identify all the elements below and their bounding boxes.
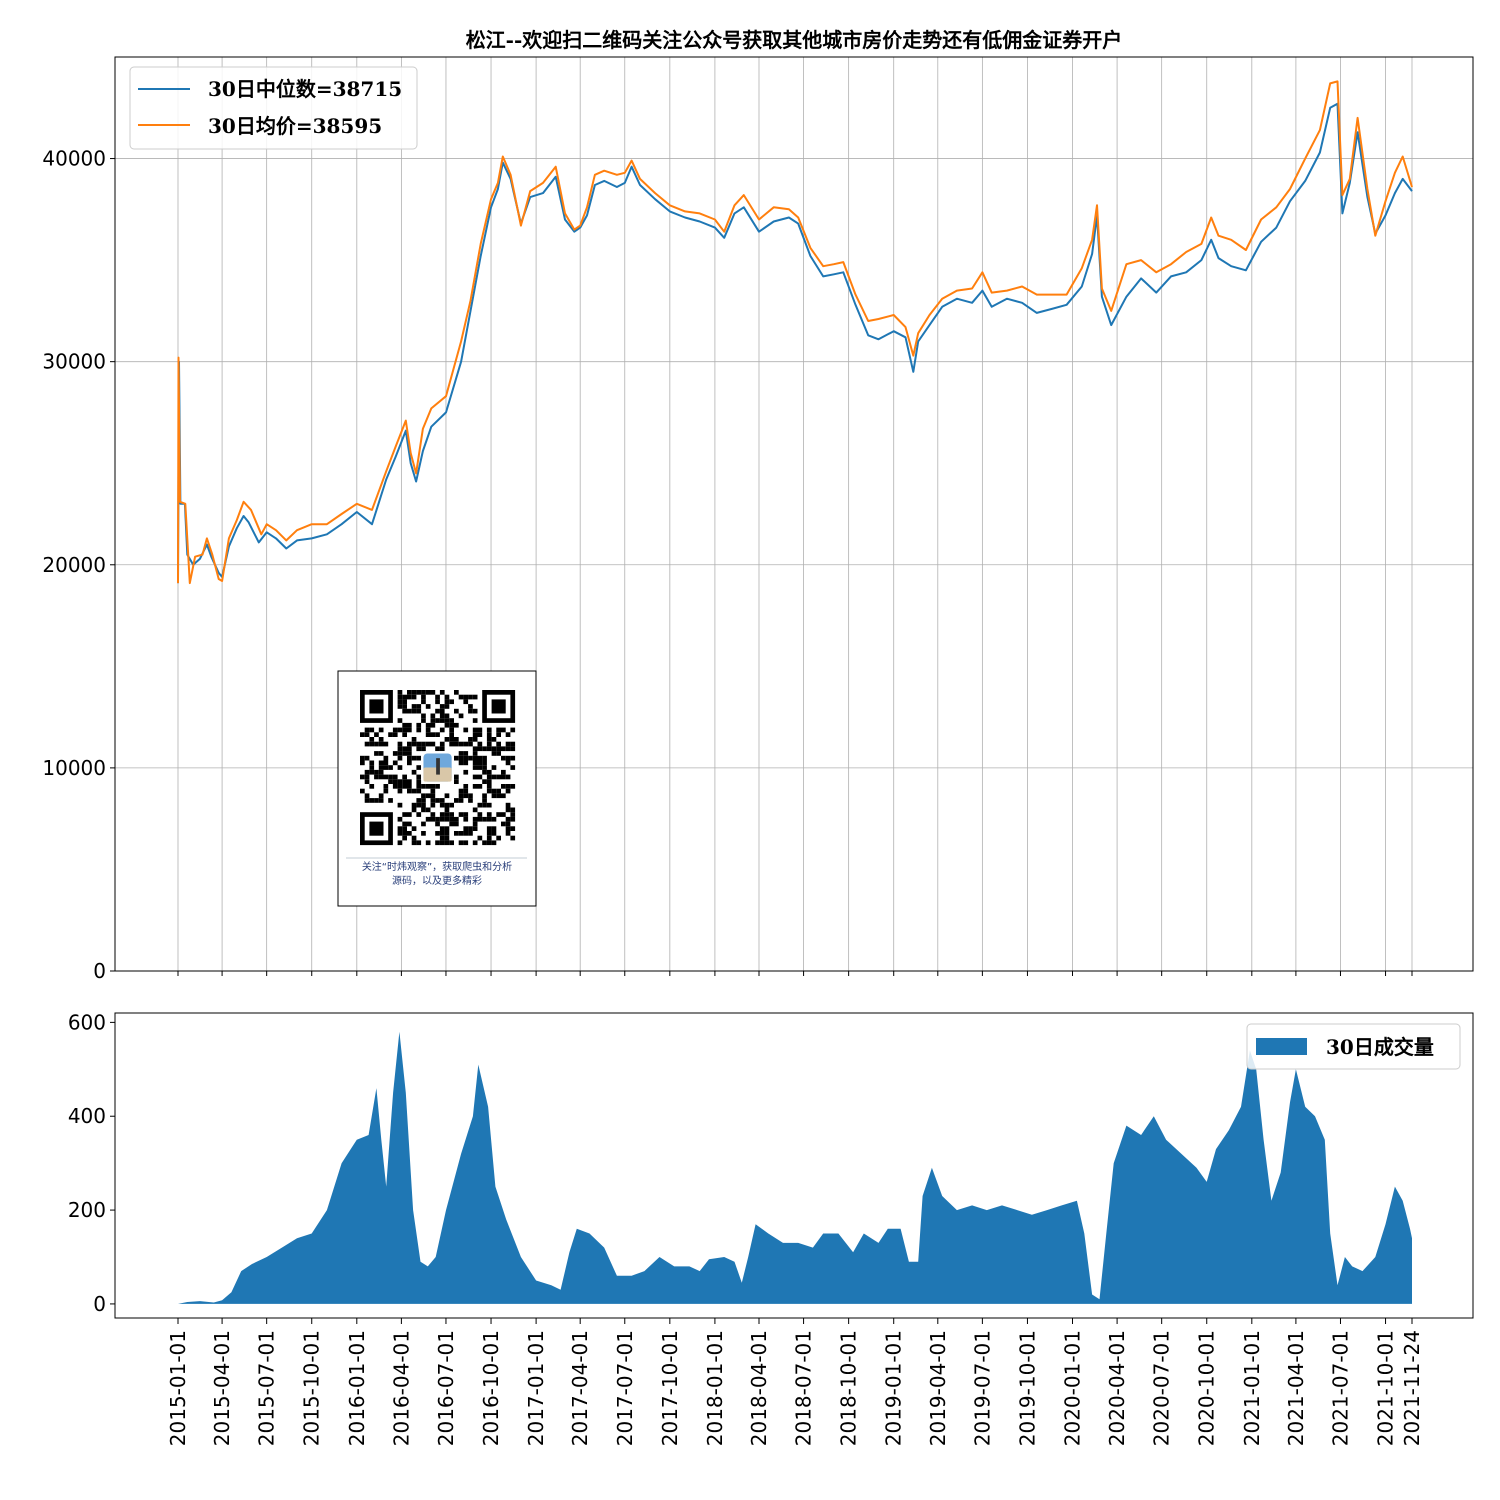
volume-x-tick-label: 2019-07-01 [970, 1330, 994, 1446]
price-y-tick-label: 0 [93, 959, 106, 983]
volume-plot-frame [114, 1012, 1474, 1319]
volume-x-tick-label: 2016-10-01 [479, 1330, 503, 1446]
legend-label-volume: 30日成交量 [1326, 1035, 1434, 1059]
volume-x-tick-label: 2017-10-01 [658, 1330, 682, 1446]
volume-x-tick-label: 2020-01-01 [1061, 1330, 1085, 1446]
qr-code-icon [360, 690, 516, 846]
volume-x-tick-label: 2018-10-01 [837, 1330, 861, 1446]
volume-x-tick-label: 2021-10-01 [1374, 1330, 1398, 1446]
volume-x-tick-label: 2020-04-01 [1105, 1330, 1129, 1446]
volume-x-tick-label: 2020-10-01 [1195, 1330, 1219, 1446]
volume-x-tick-label: 2019-01-01 [882, 1330, 906, 1446]
qr-caption-line2: 源码，以及更多精彩 [392, 874, 482, 887]
volume-y-tick-label: 200 [68, 1198, 106, 1222]
volume-x-tick-label: 2020-07-01 [1150, 1330, 1174, 1446]
volume-area-fill [178, 1031, 1412, 1304]
volume-x-tick-label: 2015-07-01 [255, 1330, 279, 1446]
volume-x-tick-label: 2021-01-01 [1240, 1330, 1264, 1446]
volume-y-tick-label: 600 [68, 1010, 106, 1034]
volume-x-tick-label: 2015-10-01 [300, 1330, 324, 1446]
volume-x-tick-label: 2018-04-01 [747, 1330, 771, 1446]
volume-x-tick-label: 2016-07-01 [434, 1330, 458, 1446]
legend-label-median: 30日中位数=38715 [208, 77, 402, 101]
volume-x-tick-label: 2017-04-01 [568, 1330, 592, 1446]
volume-area [178, 1031, 1412, 1304]
qr-caption-line1: 关注“时炜观察”，获取爬虫和分析 [362, 860, 512, 873]
volume-x-tick-label: 2021-11-24 [1400, 1330, 1424, 1446]
volume-x-tick-label: 2016-01-01 [345, 1330, 369, 1446]
volume-x-tick-label: 2016-04-01 [389, 1330, 413, 1446]
volume-x-axis: 2015-01-01 2015-04-01 2015-07-01 2015-10-01… [166, 1318, 1424, 1446]
average-price-line [177, 80, 1413, 585]
volume-y-tick-label: 0 [93, 1292, 106, 1316]
volume-legend: 30日成交量 [1246, 1023, 1461, 1070]
price-lines [177, 80, 1413, 585]
legend-patch-volume [1256, 1038, 1307, 1055]
qr-code-box: 关注“时炜观察”，获取爬虫和分析 源码，以及更多精彩 [337, 670, 537, 907]
volume-y-axis: 0 200 400 600 [68, 1010, 115, 1316]
price-grid [115, 57, 1473, 972]
price-chart: 松江--欢迎扫二维码关注公众号获取其他城市房价走势还有低佣金证券开户 0 1000… [42, 28, 1474, 983]
price-plot-frame [114, 56, 1474, 972]
price-legend: 30日中位数=38715 30日均价=38595 [129, 66, 418, 150]
volume-x-tick-label: 2017-01-01 [524, 1330, 548, 1446]
price-y-tick-label: 30000 [42, 350, 106, 374]
volume-x-tick-label: 2015-01-01 [166, 1330, 190, 1446]
median-price-line [177, 102, 1413, 584]
volume-y-tick-label: 400 [68, 1104, 106, 1128]
volume-x-tick-label: 2018-01-01 [703, 1330, 727, 1446]
volume-x-tick-label: 2017-07-01 [613, 1330, 637, 1446]
volume-x-tick-label: 2018-07-01 [792, 1330, 816, 1446]
volume-x-tick-label: 2021-07-01 [1328, 1330, 1352, 1446]
price-y-axis: 0 10000 20000 30000 40000 [42, 147, 115, 983]
volume-x-tick-label: 2021-04-01 [1284, 1330, 1308, 1446]
volume-x-tick-label: 2019-04-01 [926, 1330, 950, 1446]
price-y-tick-label: 40000 [42, 147, 106, 171]
volume-x-tick-label: 2019-10-01 [1015, 1330, 1039, 1446]
legend-label-average: 30日均价=38595 [208, 114, 382, 138]
volume-chart: 0 200 400 600 2015-01-01 2015-04-01 2015-07-0… [68, 1010, 1474, 1446]
price-y-tick-label: 20000 [42, 553, 106, 577]
chart-title: 松江--欢迎扫二维码关注公众号获取其他城市房价走势还有低佣金证券开户 [466, 28, 1123, 52]
price-y-tick-label: 10000 [42, 756, 106, 780]
price-x-ticks [177, 971, 1413, 976]
volume-x-tick-label: 2015-04-01 [210, 1330, 234, 1446]
